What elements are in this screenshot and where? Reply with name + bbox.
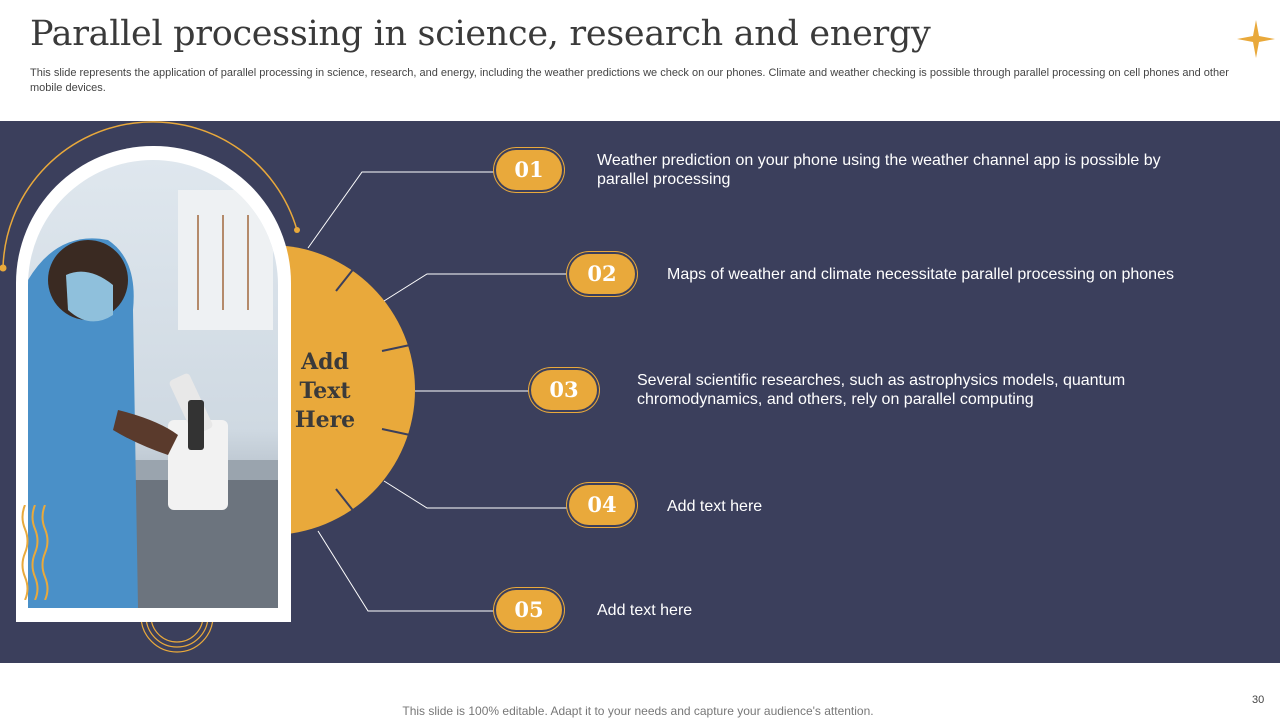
ring-dividers	[335, 266, 411, 514]
lab-scientist-photo	[28, 160, 278, 608]
step-text-04: Add text here	[667, 498, 763, 515]
footer-note: This slide is 100% editable. Adapt it to…	[402, 704, 874, 718]
page-number: 30	[1252, 694, 1265, 706]
step-badge-01: 01	[496, 150, 562, 190]
step-text-05: Add text here	[597, 602, 693, 619]
sparkle-star-icon	[1237, 20, 1275, 58]
step-badge-04: 04	[569, 485, 635, 525]
arc-dot-right	[294, 227, 300, 233]
decorative-arc	[2, 121, 298, 269]
slide-subtitle: This slide represents the application of…	[30, 67, 1229, 94]
connector-lines	[307, 171, 567, 612]
step-badge-03: 03	[531, 370, 597, 410]
step-text-01: Weather prediction on your phone using t…	[597, 152, 1161, 188]
step-badge-02: 02	[569, 254, 635, 294]
arc-dot-left	[0, 264, 7, 272]
decorative-wave-lines	[21, 505, 49, 600]
step-text-03: Several scientific researches, such as a…	[637, 372, 1126, 408]
slide-title: Parallel processing in science, research…	[30, 14, 931, 54]
step-text-02: Maps of weather and climate necessitate …	[667, 266, 1174, 283]
center-placeholder-text: Add Text Here	[294, 349, 356, 433]
step-badge-05: 05	[496, 590, 562, 630]
